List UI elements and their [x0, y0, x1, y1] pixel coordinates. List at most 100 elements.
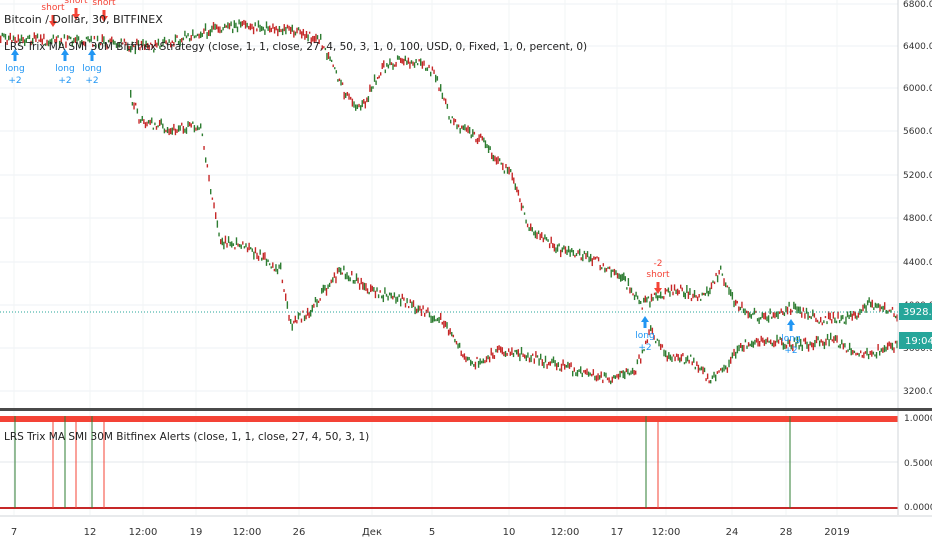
- candle: [38, 39, 40, 42]
- candle: [370, 284, 372, 293]
- candle: [873, 307, 875, 311]
- candle: [702, 366, 704, 375]
- symbol-title[interactable]: Bitcoin / Dollar, 30, BITFINEX: [4, 13, 163, 26]
- candle: [275, 25, 277, 31]
- candle: [850, 310, 852, 317]
- candle: [725, 365, 727, 370]
- candle: [875, 351, 878, 359]
- candle: [267, 26, 269, 31]
- candle: [459, 128, 461, 134]
- candle: [747, 311, 749, 319]
- candle: [896, 314, 898, 322]
- candle: [716, 275, 719, 283]
- candle: [771, 316, 773, 319]
- candle: [536, 232, 538, 240]
- candle: [488, 356, 491, 363]
- candle: [372, 86, 374, 89]
- candle: [788, 301, 790, 307]
- candle: [831, 339, 833, 342]
- candle: [664, 288, 667, 295]
- candle: [332, 64, 334, 68]
- candle: [187, 33, 189, 37]
- candle: [36, 33, 39, 39]
- candle: [385, 293, 388, 297]
- candle: [781, 337, 783, 346]
- long-mark[interactable]: long +2: [5, 49, 25, 86]
- alerts-scale-bg[interactable]: [898, 411, 932, 515]
- candle: [235, 237, 238, 245]
- candle: [251, 248, 253, 252]
- candle: [389, 58, 391, 66]
- long-mark[interactable]: long +2: [55, 49, 75, 86]
- candle: [470, 359, 472, 366]
- candle: [216, 220, 219, 228]
- candle: [373, 287, 375, 292]
- candle: [710, 380, 712, 384]
- candle: [545, 237, 548, 241]
- candle: [433, 315, 435, 322]
- candle: [509, 351, 511, 356]
- candle: [476, 356, 478, 360]
- time-axis[interactable]: 7 12 12:00 19 12:00 26 Дек 5 10 12:00 17 12:00 24 28 2…: [11, 527, 850, 538]
- candle: [465, 127, 468, 132]
- candle: [766, 316, 768, 322]
- candle: [226, 242, 228, 248]
- candle: [245, 243, 247, 248]
- candle: [494, 155, 496, 162]
- candle: [624, 276, 627, 282]
- candle: [1, 32, 3, 37]
- pane-separator[interactable]: [0, 408, 932, 411]
- candle: [549, 361, 551, 366]
- candle: [582, 254, 584, 262]
- candle: [807, 344, 810, 352]
- candle: [635, 370, 637, 375]
- candle: [96, 35, 99, 42]
- alerts-title[interactable]: LRS Trix MA SMI 30M Bitfinex Alerts (clo…: [4, 431, 369, 443]
- candle: [749, 343, 751, 347]
- candle: [708, 380, 710, 384]
- candle: [837, 311, 839, 319]
- candle: [192, 29, 194, 36]
- candle: [472, 129, 474, 137]
- candle: [286, 301, 289, 309]
- candle: [177, 125, 180, 132]
- short-mark[interactable]: short: [64, 0, 88, 20]
- candle: [450, 119, 452, 124]
- candle: [605, 372, 607, 378]
- long-mark[interactable]: long +2: [82, 49, 102, 86]
- candle: [861, 354, 863, 358]
- candle: [803, 338, 805, 342]
- candle: [742, 308, 745, 314]
- candle: [695, 295, 697, 298]
- candle: [490, 347, 492, 356]
- long-mark[interactable]: long +2: [781, 319, 801, 356]
- candle: [482, 358, 485, 364]
- candle: [894, 315, 897, 319]
- current-price-label: 3928.0: [903, 307, 932, 318]
- arrow-up-icon: [787, 319, 795, 331]
- candle: [548, 243, 551, 249]
- candle: [24, 39, 26, 46]
- candle: [720, 368, 722, 371]
- short-mark[interactable]: short: [92, 0, 116, 22]
- candle: [879, 304, 881, 312]
- mark-amount: +2: [638, 343, 651, 353]
- short-mark[interactable]: short: [41, 3, 65, 27]
- strategy-title[interactable]: LRS Trix MA SMI 30M Bitfinex Strategy (c…: [4, 41, 587, 53]
- candle: [520, 202, 523, 211]
- mark-label: long: [82, 64, 101, 74]
- candle: [821, 322, 823, 326]
- candle: [85, 36, 88, 40]
- candle: [403, 58, 405, 66]
- candle: [401, 58, 403, 64]
- candle: [583, 370, 585, 373]
- long-mark[interactable]: long +2: [635, 316, 655, 353]
- candle: [694, 366, 697, 370]
- candle: [441, 92, 444, 100]
- candle: [658, 339, 660, 347]
- candle: [173, 42, 175, 47]
